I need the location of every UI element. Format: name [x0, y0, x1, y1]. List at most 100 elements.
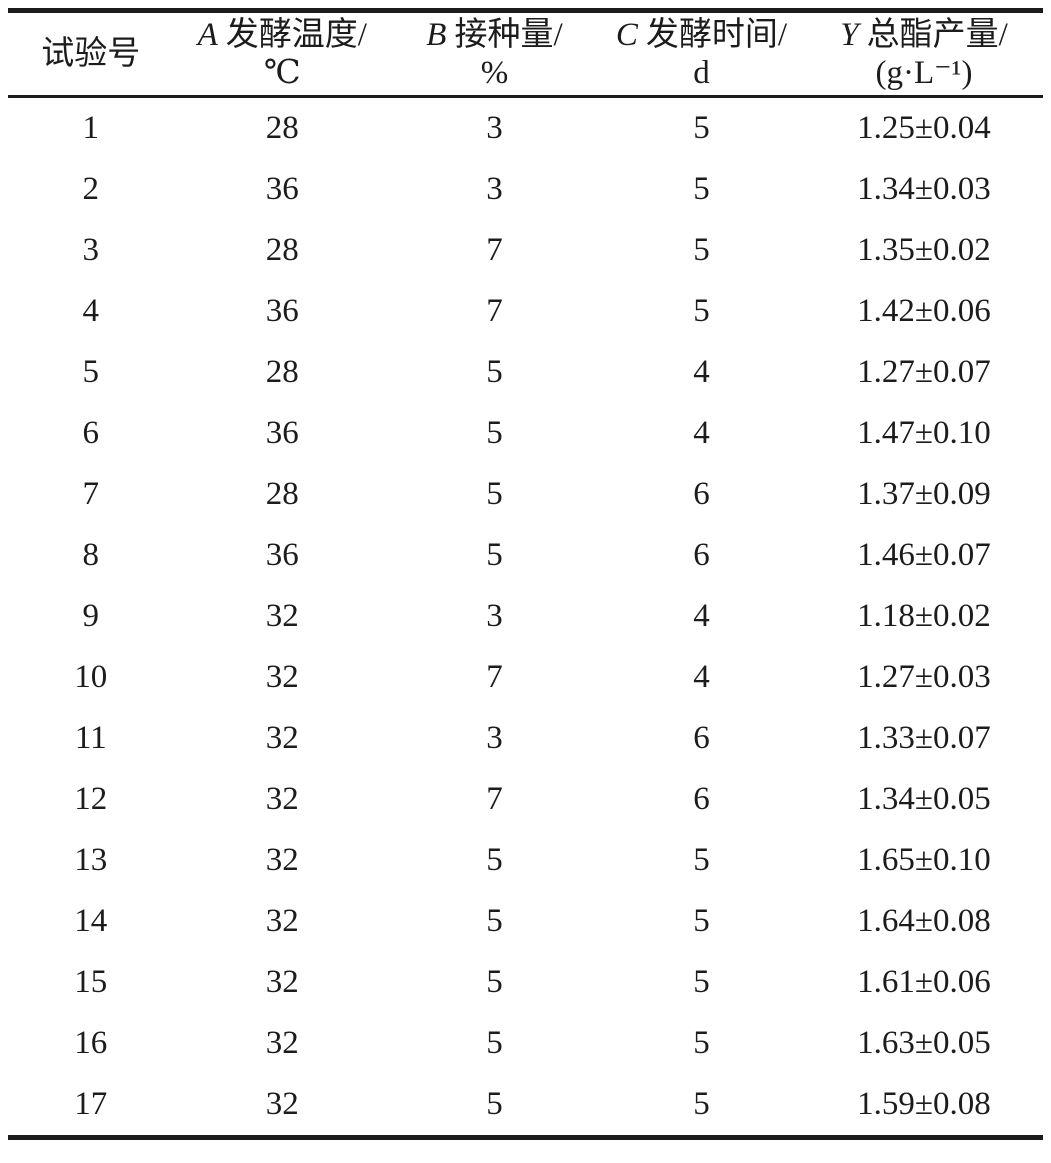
cell-run: 3 [82, 232, 100, 268]
cell-ester-yield: 1.65±0.10 [857, 842, 991, 878]
cell-run: 13 [74, 842, 108, 878]
cell-temperature: 32 [265, 1025, 299, 1061]
cell-run: 5 [82, 354, 100, 390]
cell-time: 5 [693, 232, 710, 268]
cell-inoculum: 5 [486, 1086, 503, 1122]
table-row: 4 36 7 5 1.42±0.06 [8, 281, 1043, 342]
header-ester-yield-line1: Y 总酯产量/ [805, 16, 1043, 54]
table-row: 15 32 5 5 1.61±0.06 [8, 952, 1043, 1013]
header-inoculum-var: B [426, 17, 447, 53]
cell-inoculum: 3 [486, 110, 503, 146]
table-row: 8 36 5 6 1.46±0.07 [8, 525, 1043, 586]
header-temperature: A 发酵温度/ ℃ [174, 11, 391, 97]
cell-run: 7 [82, 476, 100, 512]
cell-ester-yield: 1.61±0.06 [857, 964, 991, 1000]
table-row: 10 32 7 4 1.27±0.03 [8, 647, 1043, 708]
cell-ester-yield: 1.33±0.07 [857, 720, 991, 756]
cell-temperature: 36 [265, 415, 299, 451]
cell-temperature: 32 [265, 964, 299, 1000]
cell-temperature: 28 [265, 476, 299, 512]
table-row: 12 32 7 6 1.34±0.05 [8, 769, 1043, 830]
table-row: 1 28 3 5 1.25±0.04 [8, 97, 1043, 160]
cell-time: 4 [693, 415, 710, 451]
cell-ester-yield: 1.35±0.02 [857, 232, 991, 268]
table-row: 6 36 5 4 1.47±0.10 [8, 403, 1043, 464]
cell-run: 4 [82, 293, 100, 329]
table-row: 5 28 5 4 1.27±0.07 [8, 342, 1043, 403]
cell-ester-yield: 1.47±0.10 [857, 415, 991, 451]
table-body: 1 28 3 5 1.25±0.04 2 36 3 5 1.34±0.03 3 28 7 5 1.35±0.… [8, 97, 1043, 1138]
table-row: 11 32 3 6 1.33±0.07 [8, 708, 1043, 769]
header-run-label: 试验号 [41, 36, 141, 72]
cell-temperature: 28 [265, 232, 299, 268]
cell-time: 4 [693, 659, 710, 695]
cell-run: 1 [82, 110, 100, 146]
experiment-design-table: 试验号 A 发酵温度/ ℃ B 接种量/ % C 发酵时间/ d Y 总酯产量/ (g·… [8, 8, 1043, 1140]
header-time-var: C [615, 17, 638, 53]
header-row: 试验号 A 发酵温度/ ℃ B 接种量/ % C 发酵时间/ d Y 总酯产量/ (g·… [8, 11, 1043, 97]
cell-inoculum: 5 [486, 903, 503, 939]
cell-inoculum: 5 [486, 537, 503, 573]
cell-time: 5 [693, 1086, 710, 1122]
cell-run: 16 [74, 1025, 108, 1061]
header-time-unit: d [693, 55, 710, 91]
cell-run: 8 [82, 537, 100, 573]
header-time-label: 发酵时间/ [645, 17, 788, 53]
cell-inoculum: 5 [486, 415, 503, 451]
cell-ester-yield: 1.27±0.07 [857, 354, 991, 390]
cell-run: 11 [74, 720, 107, 756]
cell-ester-yield: 1.59±0.08 [857, 1086, 991, 1122]
cell-time: 6 [693, 537, 710, 573]
cell-inoculum: 3 [486, 171, 503, 207]
cell-time: 4 [693, 354, 710, 390]
table-row: 7 28 5 6 1.37±0.09 [8, 464, 1043, 525]
table-row: 13 32 5 5 1.65±0.10 [8, 830, 1043, 891]
cell-time: 5 [693, 964, 710, 1000]
cell-temperature: 28 [265, 354, 299, 390]
cell-time: 6 [693, 476, 710, 512]
cell-run: 2 [82, 171, 100, 207]
cell-temperature: 32 [265, 842, 299, 878]
cell-inoculum: 3 [486, 720, 503, 756]
cell-ester-yield: 1.42±0.06 [857, 293, 991, 329]
cell-inoculum: 7 [486, 232, 503, 268]
cell-ester-yield: 1.63±0.05 [857, 1025, 991, 1061]
cell-temperature: 28 [265, 110, 299, 146]
cell-inoculum: 5 [486, 964, 503, 1000]
cell-time: 5 [693, 293, 710, 329]
header-temperature-line1: A 发酵温度/ [174, 16, 391, 54]
header-inoculum-line1: B 接种量/ [391, 16, 598, 54]
header-ester-yield-var: Y [840, 17, 859, 53]
header-temperature-unit: ℃ [263, 55, 301, 91]
cell-inoculum: 7 [486, 293, 503, 329]
cell-run: 14 [74, 903, 108, 939]
cell-ester-yield: 1.34±0.03 [857, 171, 991, 207]
cell-time: 5 [693, 903, 710, 939]
cell-temperature: 36 [265, 537, 299, 573]
cell-temperature: 32 [265, 598, 299, 634]
cell-run: 12 [74, 781, 108, 817]
cell-temperature: 32 [265, 781, 299, 817]
cell-temperature: 32 [265, 903, 299, 939]
cell-time: 4 [693, 598, 710, 634]
cell-time: 5 [693, 842, 710, 878]
cell-run: 15 [74, 964, 108, 1000]
cell-time: 5 [693, 1025, 710, 1061]
cell-temperature: 36 [265, 171, 299, 207]
cell-time: 6 [693, 781, 710, 817]
table-row: 2 36 3 5 1.34±0.03 [8, 159, 1043, 220]
header-ester-yield-unit: (g·L⁻¹) [875, 55, 973, 91]
cell-ester-yield: 1.46±0.07 [857, 537, 991, 573]
cell-temperature: 32 [265, 659, 299, 695]
cell-inoculum: 3 [486, 598, 503, 634]
header-ester-yield-label: 总酯产量/ [866, 17, 1008, 53]
table-row: 16 32 5 5 1.63±0.05 [8, 1013, 1043, 1074]
cell-inoculum: 5 [486, 354, 503, 390]
header-time-line1: C 发酵时间/ [598, 16, 805, 54]
cell-ester-yield: 1.34±0.05 [857, 781, 991, 817]
header-inoculum: B 接种量/ % [391, 11, 598, 97]
cell-inoculum: 5 [486, 476, 503, 512]
header-ester-yield: Y 总酯产量/ (g·L⁻¹) [805, 11, 1043, 97]
cell-time: 6 [693, 720, 710, 756]
